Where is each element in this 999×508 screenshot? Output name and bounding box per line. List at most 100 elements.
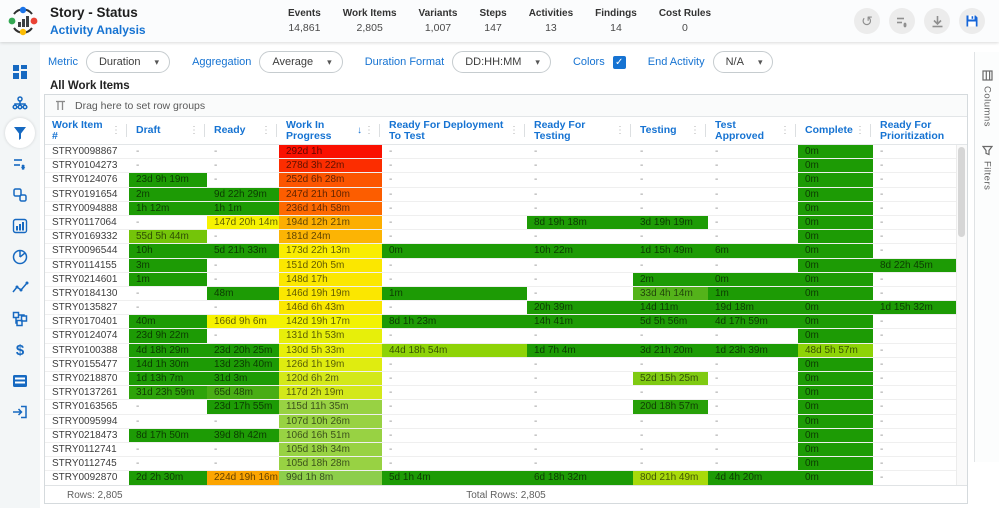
- grid-cell[interactable]: -: [389, 373, 393, 384]
- grid-cell[interactable]: 0m: [798, 145, 873, 159]
- grid-cell[interactable]: 146d 19h 19m: [279, 286, 382, 301]
- grid-cell[interactable]: -: [136, 458, 140, 470]
- grid-cell[interactable]: 1d 15h 32m: [873, 301, 956, 315]
- grid-cell[interactable]: 13d 23h 40m: [207, 357, 279, 371]
- grid-cell[interactable]: -: [534, 387, 538, 399]
- grid-cell[interactable]: 0m: [382, 244, 527, 258]
- table-row[interactable]: STRY0114155 3m -151d 20h 5m - - - -0m 8d 22h 45…: [45, 258, 956, 273]
- grid-cell[interactable]: -: [214, 415, 218, 427]
- grid-cell[interactable]: 0m: [798, 471, 873, 485]
- grid-cell[interactable]: -: [715, 415, 719, 427]
- grid-cell[interactable]: -: [880, 344, 884, 356]
- table-row[interactable]: STRY0094888 1h 12m 1h 1m 236d 14h 58m - - - -0m…: [45, 201, 956, 216]
- grid-cell[interactable]: 1d 7h 4m: [527, 343, 633, 357]
- nav-dashboard-icon[interactable]: [5, 56, 35, 87]
- grid-cell[interactable]: 106d 16h 51m: [279, 428, 382, 442]
- grid-cell[interactable]: 4d 18h 29m: [129, 343, 207, 357]
- table-row[interactable]: STRY0104273- -278d 3h 22m - - - -0m -: [45, 159, 956, 174]
- grid-cell[interactable]: -: [715, 387, 719, 399]
- grid-cell[interactable]: 0m: [798, 442, 873, 457]
- grid-cell[interactable]: 131d 1h 53m: [279, 329, 382, 343]
- grid-cell[interactable]: -: [214, 146, 218, 157]
- grid-cell[interactable]: 1m: [708, 286, 798, 301]
- grid-cell[interactable]: 99d 1h 8m: [279, 471, 382, 485]
- grid-cell[interactable]: 147d 20h 14m: [207, 215, 279, 230]
- grid-cell[interactable]: -: [389, 387, 393, 399]
- grid-cell[interactable]: 23d 20h 25m: [207, 343, 279, 357]
- grid-cell[interactable]: -: [534, 330, 538, 342]
- grid-cell[interactable]: 1d 23h 39m: [708, 343, 798, 357]
- table-row[interactable]: STRY0155477 14d 1h 30m 13d 23h 40m 126d 1h …: [45, 357, 956, 372]
- grid-cell[interactable]: 10h: [129, 244, 207, 258]
- grid-cell[interactable]: 48m: [207, 286, 279, 301]
- work-item-id[interactable]: STRY0163565: [52, 401, 118, 413]
- grid-cell[interactable]: -: [214, 160, 218, 172]
- grid-cell[interactable]: -: [136, 160, 140, 172]
- grid-cell[interactable]: 40m: [129, 315, 207, 329]
- grid-cell[interactable]: -: [214, 259, 218, 271]
- grid-cell[interactable]: 105d 18h 34m: [279, 442, 382, 457]
- nav-list-check-icon[interactable]: [5, 148, 35, 179]
- grid-cell[interactable]: -: [136, 443, 140, 455]
- grid-cell[interactable]: -: [640, 174, 644, 186]
- work-item-id[interactable]: STRY0170401: [52, 316, 118, 328]
- grid-cell[interactable]: -: [389, 216, 393, 228]
- grid-cell[interactable]: 31d 3m: [207, 372, 279, 386]
- grid-cell[interactable]: -: [715, 216, 719, 228]
- grid-cell[interactable]: -: [880, 373, 884, 384]
- grid-cell[interactable]: -: [715, 358, 719, 370]
- grid-cell[interactable]: -: [880, 358, 884, 370]
- grid-cell[interactable]: 2m: [633, 272, 708, 286]
- column-menu-icon[interactable]: ⋮: [855, 125, 865, 136]
- work-item-id[interactable]: STRY0214601: [52, 273, 118, 285]
- grid-cell[interactable]: -: [389, 174, 393, 186]
- nav-exit-icon[interactable]: [5, 396, 35, 427]
- work-item-id[interactable]: STRY0114155: [52, 259, 117, 271]
- table-row[interactable]: STRY0112745- -105d 18h 28m - - - -0m -: [45, 457, 956, 472]
- grid-cell[interactable]: 0m: [798, 329, 873, 343]
- column-menu-icon[interactable]: ⋮: [111, 125, 121, 136]
- column-header-work-in-progress[interactable]: Work In Progress ↓ ⋮: [279, 117, 382, 144]
- grid-cell[interactable]: 292d 1h: [279, 145, 382, 159]
- grid-cell[interactable]: -: [640, 160, 644, 172]
- grid-cell[interactable]: -: [534, 273, 538, 285]
- grid-cell[interactable]: -: [214, 231, 218, 243]
- grid-cell[interactable]: 65d 48m: [207, 386, 279, 400]
- grid-cell[interactable]: 166d 9h 6m: [207, 315, 279, 329]
- grid-cell[interactable]: 278d 3h 22m: [279, 159, 382, 173]
- grid-cell[interactable]: 247d 21h 10m: [279, 187, 382, 201]
- grid-cell[interactable]: 23d 9h 19m: [129, 173, 207, 187]
- grid-cell[interactable]: 1d 15h 49m: [633, 244, 708, 258]
- table-row[interactable]: STRY0124076 23d 9h 19m -252d 6h 28m - - - -0m -: [45, 173, 956, 188]
- grid-cell[interactable]: 8d 19h 18m: [527, 215, 633, 230]
- grid-cell[interactable]: 0m: [798, 357, 873, 371]
- grid-cell[interactable]: -: [880, 387, 884, 399]
- grid-cell[interactable]: -: [715, 160, 719, 172]
- column-menu-icon[interactable]: ⋮: [690, 125, 700, 136]
- grid-cell[interactable]: 236d 14h 58m: [279, 201, 382, 215]
- column-menu-icon[interactable]: ⋮: [615, 125, 625, 136]
- grid-cell[interactable]: -: [640, 202, 644, 214]
- grid-cell[interactable]: 5d 5h 56m: [633, 315, 708, 329]
- table-row[interactable]: STRY0170401 40m 166d 9h 6m 142d 19h 17m 8d 1…: [45, 315, 956, 330]
- grid-cell[interactable]: -: [534, 259, 538, 271]
- grid-cell[interactable]: -: [534, 429, 538, 441]
- work-item-id[interactable]: STRY0137261: [52, 387, 118, 399]
- nav-table-rows-icon[interactable]: [5, 365, 35, 396]
- grid-cell[interactable]: 4d 4h 20m: [708, 471, 798, 485]
- grid-cell[interactable]: 130d 5h 33m: [279, 343, 382, 357]
- grid-cell[interactable]: 8d 17h 50m: [129, 428, 207, 442]
- grid-cell[interactable]: -: [715, 146, 719, 157]
- grid-cell[interactable]: -: [136, 302, 140, 314]
- table-row[interactable]: STRY0214601 1m -148d 17h - -2m 0m 0m -: [45, 272, 956, 287]
- nav-cost-icon[interactable]: $: [5, 334, 35, 365]
- grid-cell[interactable]: -: [880, 401, 884, 413]
- grid-cell[interactable]: -: [880, 443, 884, 455]
- grid-cell[interactable]: 151d 20h 5m: [279, 258, 382, 272]
- column-menu-icon[interactable]: ⋮: [780, 125, 790, 136]
- column-header-ready-for-testing[interactable]: Ready For Testing ⋮: [527, 117, 633, 144]
- grid-cell[interactable]: 0m: [798, 400, 873, 414]
- grid-cell[interactable]: -: [715, 458, 719, 470]
- grid-cell[interactable]: -: [640, 231, 644, 243]
- grid-cell[interactable]: 1h 1m: [207, 201, 279, 215]
